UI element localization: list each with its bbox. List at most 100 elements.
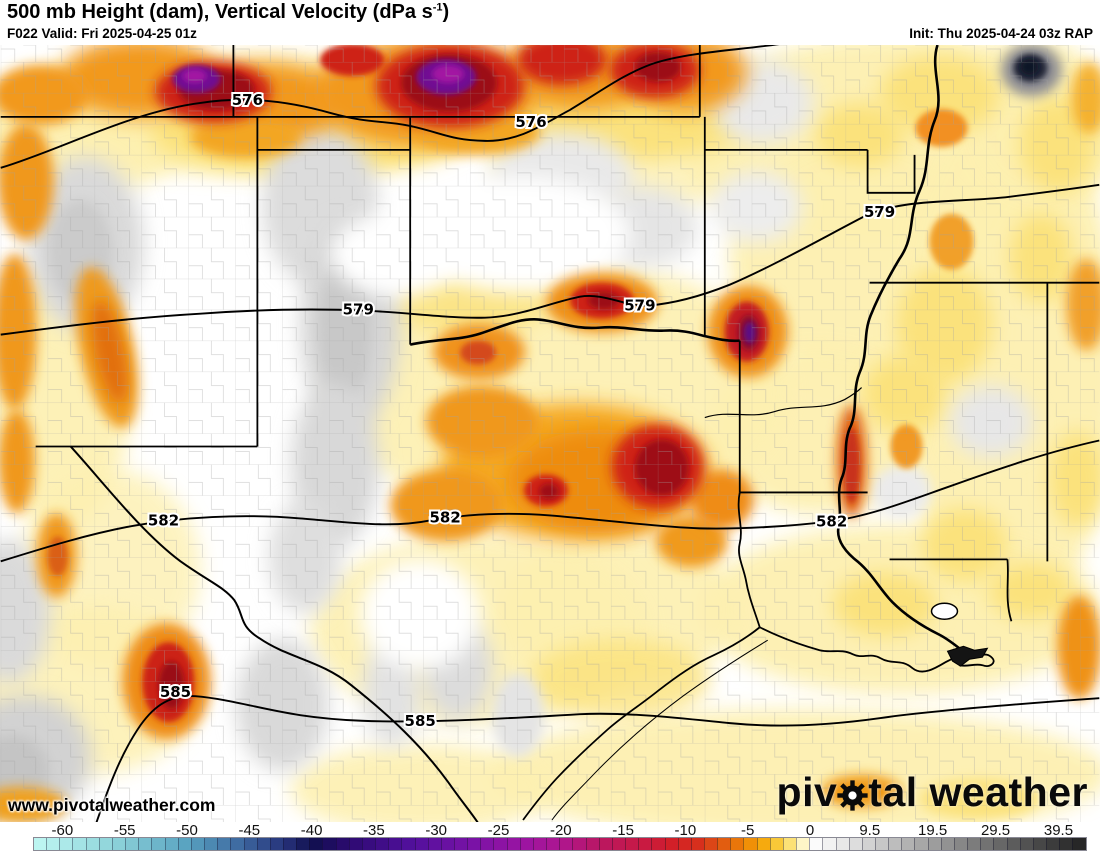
contour-label-576: 576 [232, 91, 263, 109]
colorbar-cell [269, 838, 283, 850]
border-line [522, 626, 761, 821]
colorbar-cell [309, 838, 323, 850]
colorbar-cell [901, 838, 915, 850]
weather-map: 576 576 579 579 579 582 582 582 585 585 www.pivot… [0, 45, 1100, 822]
colorbar-cell [190, 838, 205, 850]
colorbar-cell [598, 838, 612, 850]
colorbar-cell [835, 838, 849, 850]
colorbar-cell [638, 838, 652, 850]
colorbar-gradient [33, 837, 1087, 851]
colorbar-tick: -30 [425, 822, 448, 839]
colorbar-cell [651, 838, 665, 850]
colorbar-cell [177, 838, 191, 850]
colorbar-cell [401, 838, 415, 850]
colorbar-cell [98, 838, 112, 850]
colorbar-cell [677, 838, 691, 850]
colorbar-cell [572, 838, 586, 850]
colorbar-cell [717, 838, 731, 850]
colorbar-cell [72, 838, 86, 850]
colorbar-cell [388, 838, 402, 850]
colorbar-cell [703, 838, 718, 850]
border-line [889, 558, 1013, 622]
border-line [409, 318, 740, 346]
colorbar-cell [532, 838, 547, 850]
colorbar-cell [611, 838, 626, 850]
colorbar-tick: -10 [674, 822, 697, 839]
init-time-text: Init: Thu 2025-04-24 03z RAP [909, 26, 1093, 41]
colorbar-cell [46, 838, 60, 850]
colorbar-cell [967, 838, 981, 850]
header-subrow: F022 Valid: Fri 2025-04-25 01z Init: Thu… [7, 26, 1093, 41]
colorbar-cell [519, 838, 533, 850]
colorbar-cell [861, 838, 875, 850]
colorbar-cell [493, 838, 507, 850]
height-contour-576 [0, 45, 780, 169]
colorbar-tick: 39.5 [1043, 822, 1074, 839]
contour-label-579: 579 [343, 301, 374, 319]
colorbar-cell [427, 838, 441, 850]
border-line [69, 445, 479, 822]
colorbar-cell [1032, 838, 1047, 850]
height-contour-585 [95, 695, 1100, 822]
colorbar-cell [875, 838, 889, 850]
border-line [836, 45, 970, 657]
colorbar-cell [1006, 838, 1020, 850]
colorbar-tick: 9.5 [859, 822, 881, 839]
height-contour-582 [0, 439, 1100, 563]
contour-label-582: 582 [430, 508, 461, 526]
border-line [704, 387, 863, 419]
border-line [704, 148, 916, 194]
colorbar-cell [980, 838, 994, 850]
border-line [551, 639, 768, 821]
colorbar-cell [322, 838, 336, 850]
colorbar-tick: -40 [300, 822, 323, 839]
colorbar-cell [230, 838, 244, 850]
header: 500 mb Height (dam), Vertical Velocity (… [0, 0, 1100, 45]
contour-label-585: 585 [160, 683, 191, 701]
county-grid [0, 45, 1100, 822]
contour-label-579: 579 [624, 297, 655, 315]
colorbar-cell [1046, 838, 1060, 850]
contour-label-576: 576 [515, 113, 546, 131]
colorbar-tick: -20 [549, 822, 572, 839]
colorbar-tick: -15 [612, 822, 634, 839]
colorbar-cell [953, 838, 968, 850]
border-line [930, 602, 959, 621]
colorbar-cell [914, 838, 928, 850]
colorbar-cell [1072, 838, 1086, 850]
height-contours: 576 576 579 579 579 582 582 582 585 585 [0, 45, 1100, 822]
colorbar-cell [414, 838, 428, 850]
weather-map-canvas: 576 576 579 579 579 582 582 582 585 585 [0, 45, 1100, 822]
colorbar-cell [59, 838, 73, 850]
logo-text-tal-weather: tal weather [868, 769, 1088, 815]
watermark: www.pivotalweather.com [8, 795, 216, 815]
height-contour-579 [0, 183, 1100, 336]
colorbar-cell [756, 838, 770, 850]
colorbar-cell [743, 838, 757, 850]
colorbar-cell [440, 838, 454, 850]
colorbar-cell [585, 838, 599, 850]
contour-label-585: 585 [405, 712, 436, 730]
colorbar-cell [730, 838, 744, 850]
colorbar-cell [796, 838, 810, 850]
colorbar-tick: -45 [238, 822, 261, 839]
colorbar-tick: -50 [176, 822, 198, 839]
colorbar-tick: -60 [51, 822, 74, 839]
colorbar-cell [769, 838, 783, 850]
border-line [737, 492, 761, 628]
colorbar-cell [927, 838, 941, 850]
colorbar-tick: -5 [741, 822, 755, 839]
contour-label-582: 582 [816, 512, 847, 530]
colorbar-cell [256, 838, 270, 850]
colorbar-cell [625, 838, 639, 850]
colorbar-cell [1019, 838, 1033, 850]
colorbar-cell [296, 838, 310, 850]
colorbar-cell [204, 838, 218, 850]
colorbar-cell [1059, 838, 1073, 850]
page-title: 500 mb Height (dam), Vertical Velocity (… [7, 1, 450, 23]
colorbar-cell [151, 838, 165, 850]
colorbar-cell [375, 838, 389, 850]
colorbar-cell [809, 838, 823, 850]
colorbar-cell [506, 838, 520, 850]
